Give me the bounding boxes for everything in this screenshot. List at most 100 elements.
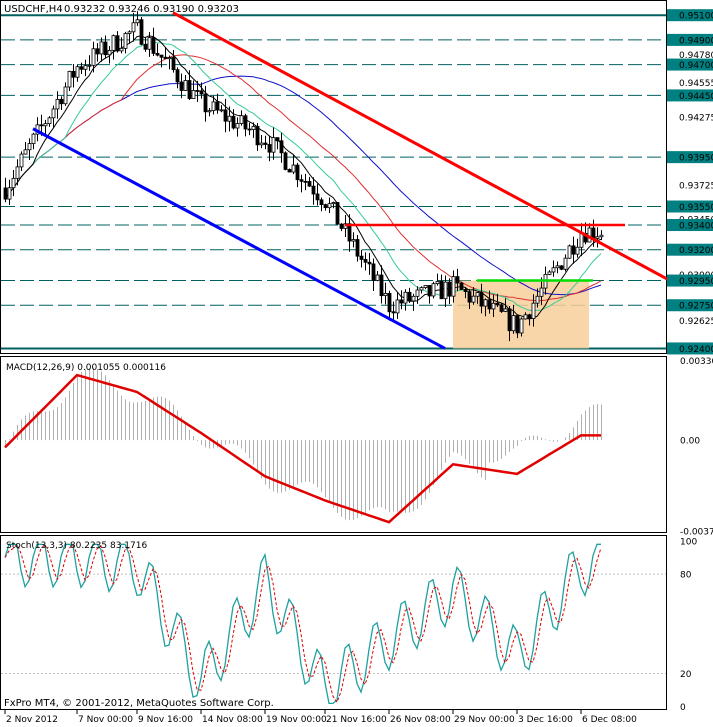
candle-body — [371, 263, 376, 281]
candle-body — [439, 281, 444, 300]
range-box — [453, 280, 589, 349]
stoch-signal-line — [4, 543, 602, 704]
candle-body — [215, 101, 220, 111]
price-label-bg — [667, 342, 713, 355]
ma-red-line — [4, 54, 602, 302]
time-tick-label: 29 Nov 00:00 — [454, 715, 515, 725]
candle-body — [559, 265, 564, 270]
candle-body — [375, 274, 380, 281]
candle-body — [87, 64, 92, 67]
time-tick-label: 21 Nov 16:00 — [326, 715, 387, 725]
candle-body — [551, 267, 556, 273]
price-label-bg — [667, 151, 713, 164]
candle-body — [527, 314, 532, 319]
ma-green-line — [4, 41, 602, 311]
time-tick-label: 7 Nov 00:00 — [78, 715, 133, 725]
candle-body — [399, 299, 404, 304]
candle-body — [483, 299, 488, 307]
candle-body — [115, 35, 120, 52]
time-tick-label: 9 Nov 16:00 — [138, 715, 193, 725]
candle-body — [411, 295, 416, 302]
candle-body — [51, 108, 56, 119]
candle-body — [547, 271, 552, 275]
candle-body — [151, 37, 156, 54]
candle-body — [155, 53, 160, 56]
macd-tick-label: -0.00377 — [680, 528, 713, 538]
candle-body — [235, 123, 240, 129]
candle-body — [511, 315, 516, 332]
candle-body — [279, 140, 284, 154]
candle-body — [475, 292, 480, 297]
candle-body — [27, 143, 32, 151]
price-tick-label: 0.94275 — [679, 114, 713, 124]
candle-body — [191, 90, 196, 100]
candle-body — [223, 109, 228, 122]
candle-body — [123, 33, 128, 49]
candle-body — [395, 299, 400, 314]
candle-body — [591, 227, 596, 239]
candle-body — [231, 115, 236, 129]
candle-body — [435, 281, 440, 285]
candle-body — [327, 203, 332, 209]
candle-body — [367, 261, 372, 265]
price-tick-label: 0.92625 — [679, 317, 713, 327]
time-axis: 2 Nov 2012 7 Nov 00:00 9 Nov 16:00 14 Nov 0… — [4, 710, 637, 725]
candle-body — [263, 142, 268, 145]
candle-body — [563, 257, 568, 270]
candlesticks — [3, 11, 604, 342]
price-tick-label: 0.92400 — [679, 345, 713, 355]
candle-body — [71, 70, 76, 78]
candle-body — [335, 202, 340, 225]
candle-body — [447, 281, 452, 297]
candle-body — [3, 187, 8, 200]
time-tick-label: 2 Nov 2012 — [6, 715, 58, 725]
candle-body — [331, 202, 336, 205]
candle-body — [311, 185, 316, 195]
candle-body — [383, 293, 388, 297]
macd-signal-line — [4, 373, 601, 524]
stoch-tick-label: 20 — [680, 670, 692, 680]
candle-body — [291, 164, 296, 173]
candle-body — [271, 137, 276, 153]
price-tick-label: 0.93400 — [679, 222, 713, 232]
candle-body — [387, 293, 392, 313]
candle-body — [219, 109, 224, 112]
candle-body — [259, 142, 264, 146]
price-label-bg — [667, 299, 713, 312]
candle-body — [195, 90, 200, 92]
candle-body — [251, 126, 256, 130]
candle-body — [363, 259, 368, 263]
candle-body — [443, 281, 448, 300]
stoch-tick-label: 0 — [680, 703, 686, 713]
candle-body — [175, 69, 180, 83]
candle-body — [403, 291, 408, 304]
candle-body — [131, 22, 136, 33]
candle-body — [15, 166, 20, 179]
candle-body — [247, 128, 252, 131]
price-label-bg — [667, 200, 713, 213]
candle-body — [143, 43, 148, 50]
candle-body — [167, 57, 172, 60]
candle-body — [11, 177, 16, 189]
price-tick-label: 0.94900 — [679, 36, 713, 46]
candle-body — [55, 98, 60, 110]
price-tick-label: 0.93550 — [679, 203, 713, 213]
trendlines[interactable] — [32, 11, 678, 350]
price-label-bg — [667, 9, 713, 22]
stoch-pane[interactable] — [0, 535, 667, 710]
candle-body — [207, 110, 212, 113]
candle-body — [179, 81, 184, 91]
candle-body — [599, 234, 604, 238]
candle-body — [99, 41, 104, 55]
candle-body — [303, 180, 308, 183]
price-label-bg — [667, 219, 713, 232]
copyright-text: FxPro MT4, © 2001-2012, MetaQuotes Softw… — [4, 698, 274, 709]
candle-body — [351, 239, 356, 242]
candle-body — [159, 54, 164, 58]
ohlc-readout: 0.93232 0.93246 0.93190 0.93203 — [64, 4, 239, 15]
candle-body — [355, 239, 360, 257]
candle-body — [43, 123, 48, 127]
candle-body — [267, 144, 272, 153]
